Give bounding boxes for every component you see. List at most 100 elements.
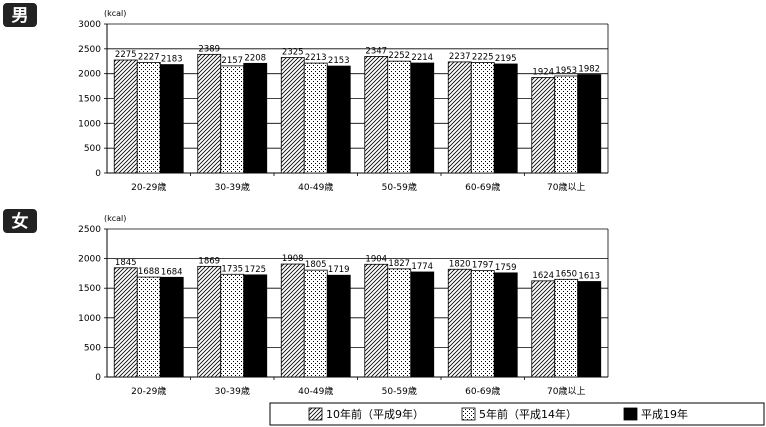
data-label: 2214 — [411, 53, 433, 63]
bar — [113, 267, 138, 378]
male-badge: 男 — [3, 3, 37, 27]
legend-swatch-solid — [623, 407, 638, 421]
data-label: 2195 — [495, 54, 517, 64]
bar — [280, 263, 305, 378]
x-tick-label: 40-49歳 — [298, 181, 333, 193]
bar — [470, 270, 495, 378]
data-label: 1953 — [555, 66, 577, 76]
legend-label-3: 平成19年 — [641, 407, 688, 421]
data-label: 2157 — [221, 56, 243, 66]
bar — [326, 274, 351, 378]
data-label: 1869 — [198, 256, 220, 266]
data-label: 2325 — [282, 48, 304, 58]
bar — [493, 63, 518, 174]
bar — [447, 268, 472, 378]
bar — [113, 59, 138, 174]
bar — [493, 272, 518, 378]
y-unit-label: (kcal) — [104, 214, 126, 223]
bar — [387, 268, 412, 378]
data-label: 1735 — [221, 264, 243, 274]
x-tick-label: 70歳以上 — [547, 181, 585, 193]
y-tick-label: 500 — [84, 343, 101, 353]
y-tick-label: 2000 — [78, 255, 101, 265]
legend: 10年前（平成9年） 5年前（平成14年） 平成19年 — [269, 402, 765, 426]
data-label: 2227 — [138, 52, 160, 62]
data-label: 1624 — [532, 271, 554, 281]
bar — [577, 74, 602, 174]
data-label: 1613 — [578, 272, 600, 282]
x-tick-label: 20-29歳 — [131, 385, 166, 397]
data-label: 2153 — [328, 56, 350, 66]
data-label: 1650 — [555, 269, 577, 279]
data-label: 1982 — [578, 65, 600, 75]
x-tick-label: 60-69歳 — [465, 181, 500, 193]
data-label: 2225 — [472, 52, 494, 62]
y-tick-label: 2500 — [78, 225, 101, 235]
data-label: 1759 — [495, 263, 517, 273]
bar — [364, 263, 389, 378]
legend-swatch-dots — [461, 407, 476, 421]
data-label: 2183 — [161, 55, 183, 65]
y-unit-label: (kcal) — [104, 9, 126, 18]
bar — [326, 65, 351, 174]
bar — [410, 271, 435, 378]
bar — [159, 64, 184, 174]
data-label: 1688 — [138, 267, 160, 277]
data-label: 2252 — [388, 51, 410, 61]
bar — [531, 77, 556, 174]
bar — [220, 65, 245, 174]
y-tick-label: 1000 — [78, 119, 101, 129]
data-label: 1797 — [472, 261, 494, 271]
bar — [303, 62, 328, 174]
data-label: 2275 — [115, 50, 137, 60]
male-badge-label: 男 — [12, 6, 29, 26]
bar — [280, 57, 305, 174]
bar — [531, 280, 556, 378]
data-label: 1908 — [282, 254, 304, 264]
bar — [554, 278, 579, 378]
bar — [197, 265, 222, 378]
bar — [470, 62, 495, 174]
legend-label-1: 10年前（平成9年） — [326, 407, 424, 421]
data-label: 2347 — [365, 46, 387, 56]
bar — [364, 56, 389, 174]
female-badge-label: 女 — [12, 211, 29, 232]
data-label: 1805 — [305, 260, 327, 270]
bar — [387, 60, 412, 174]
data-label: 1725 — [244, 265, 266, 275]
bar — [136, 276, 161, 378]
data-label: 2237 — [449, 52, 471, 62]
y-tick-label: 1500 — [78, 284, 101, 294]
bar — [577, 281, 602, 378]
x-tick-label: 20-29歳 — [131, 181, 166, 193]
data-label: 2208 — [244, 53, 266, 63]
legend-swatch-hatch — [308, 407, 323, 421]
data-label: 1684 — [161, 267, 183, 277]
bar — [447, 61, 472, 174]
data-label: 1924 — [532, 67, 554, 77]
data-label: 1827 — [388, 259, 410, 269]
y-tick-label: 1500 — [78, 95, 101, 105]
bar — [243, 62, 268, 174]
data-label: 1845 — [115, 258, 137, 268]
x-tick-label: 40-49歳 — [298, 385, 333, 397]
bar — [220, 273, 245, 378]
legend-label-2: 5年前（平成14年） — [479, 407, 577, 421]
data-label: 1820 — [449, 259, 471, 269]
x-tick-label: 50-59歳 — [382, 385, 417, 397]
y-tick-label: 2000 — [78, 70, 101, 80]
data-label: 2213 — [305, 53, 327, 63]
data-label: 2389 — [198, 44, 220, 54]
bar — [243, 274, 268, 378]
x-tick-label: 70歳以上 — [547, 385, 585, 397]
female-badge: 女 — [3, 209, 37, 233]
y-tick-label: 0 — [95, 169, 101, 179]
bar — [159, 276, 184, 378]
y-tick-label: 500 — [84, 144, 101, 154]
data-label: 1904 — [365, 254, 387, 264]
x-tick-label: 50-59歳 — [382, 181, 417, 193]
bar — [197, 53, 222, 174]
